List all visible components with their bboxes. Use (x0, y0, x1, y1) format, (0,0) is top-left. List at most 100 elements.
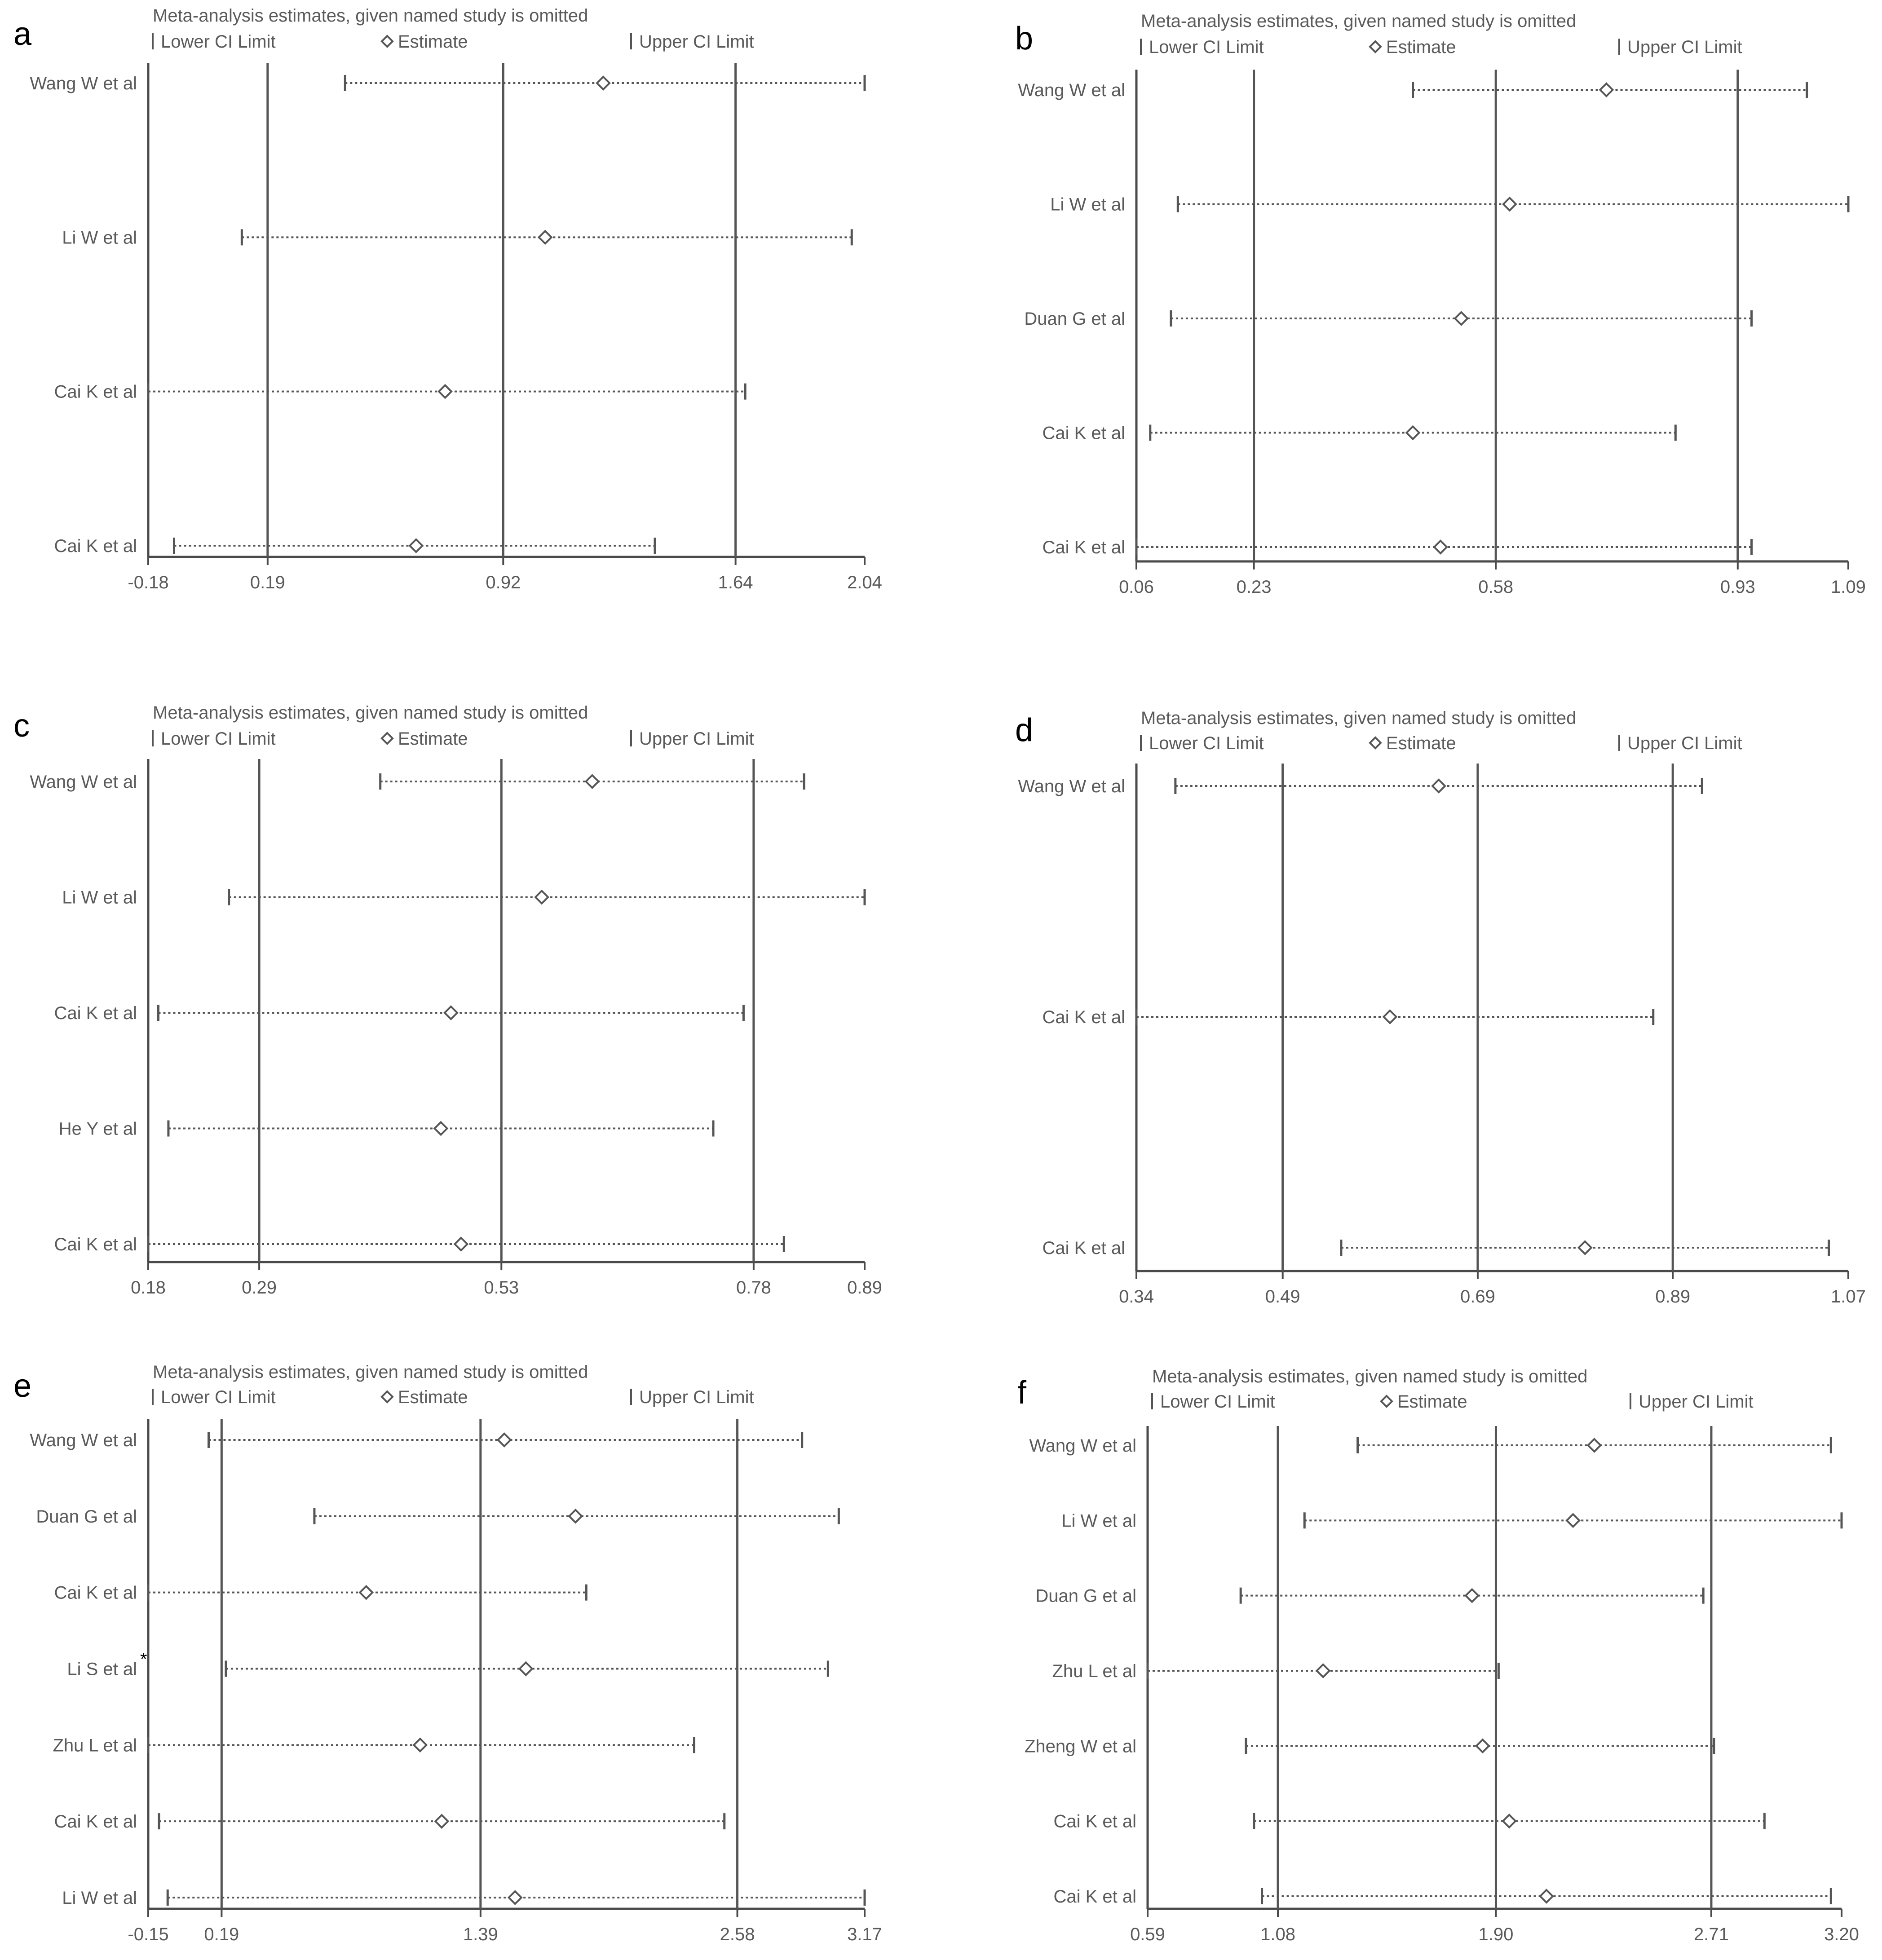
study-label: Wang W et al (1018, 777, 1125, 796)
study-label: Cai K et al (54, 1235, 137, 1254)
study-row: Duan G et al (36, 1507, 840, 1527)
panel-title: Meta-analysis estimates, given named stu… (153, 1362, 588, 1382)
study-row: Li W et al (62, 888, 866, 908)
estimate-marker (1586, 1438, 1602, 1453)
legend-estimate-label: Estimate (1386, 733, 1456, 753)
x-tick-label: 0.19 (250, 573, 285, 592)
x-tick-label: 0.29 (242, 1278, 277, 1298)
x-tick-label: 2.04 (847, 573, 882, 592)
estimate-marker (453, 1236, 469, 1252)
study-label: Li W et al (62, 1888, 137, 1908)
legend-estimate-marker (380, 35, 394, 48)
study-label: Cai K et al (54, 1583, 137, 1603)
estimate-marker (358, 1585, 374, 1600)
study-row: Cai K et al (54, 1812, 726, 1832)
study-row: Wang W et al (1029, 1436, 1832, 1456)
study-row: Cai K et al (1053, 1812, 1766, 1832)
study-row: Zhu L et al (1052, 1661, 1500, 1681)
study-label: Cai K et al (54, 382, 137, 402)
x-tick-label: 0.89 (1655, 1287, 1690, 1307)
estimate-marker (1539, 1889, 1554, 1904)
estimate-marker (408, 538, 424, 553)
panel-letter: d (1015, 712, 1033, 748)
legend-upper-ci-label: Upper CI Limit (639, 1387, 754, 1407)
study-row: Cai K et al (54, 536, 656, 556)
legend-lower-ci-label: Lower CI Limit (1149, 37, 1264, 57)
estimate-marker (1599, 82, 1614, 97)
study-row: Wang W et al (30, 1430, 804, 1450)
study-label: Cai K et al (1053, 1887, 1136, 1907)
study-row: Duan G et al (1035, 1586, 1705, 1606)
study-label: Cai K et al (1042, 1238, 1125, 1258)
study-label: Wang W et al (30, 74, 137, 93)
panel-f: f Meta-analysis estimates, given named st… (1017, 1367, 1859, 1944)
study-label: Cai K et al (1042, 1007, 1125, 1027)
panel-e: e Meta-analysis estimates, given named st… (13, 1362, 882, 1944)
x-tick-label: 2.71 (1694, 1925, 1729, 1944)
study-label: Wang W et al (30, 772, 137, 792)
study-row: Duan G et al (1024, 309, 1753, 329)
panel-c: c Meta-analysis estimates, given named st… (13, 703, 882, 1298)
study-row: He Y et al (59, 1119, 715, 1139)
x-tick-label: 3.17 (847, 1925, 882, 1944)
panel-a: a Meta-analysis estimates, given named st… (13, 6, 882, 592)
x-tick-label: 3.20 (1824, 1925, 1859, 1944)
panel-title: Meta-analysis estimates, given named stu… (153, 703, 588, 723)
x-tick-label: 2.58 (720, 1925, 755, 1944)
x-tick-label: 0.19 (204, 1925, 239, 1944)
study-row: Cai K et al (1042, 1238, 1830, 1258)
panel-letter: b (1015, 21, 1033, 57)
study-label: Cai K et al (54, 1003, 137, 1023)
estimate-marker (1315, 1663, 1331, 1678)
x-tick-label: 0.58 (1478, 577, 1513, 597)
estimate-marker (1577, 1240, 1593, 1255)
estimate-marker (1565, 1513, 1581, 1528)
estimate-marker (518, 1661, 534, 1677)
x-tick-label: 0.06 (1119, 577, 1154, 597)
x-tick-label: 0.69 (1460, 1287, 1495, 1307)
legend-estimate-marker (1369, 736, 1382, 750)
study-label: Zhu L et al (53, 1735, 137, 1755)
study-row: Cai K et al (1053, 1887, 1832, 1907)
study-row: Li S et al * (67, 1650, 829, 1679)
legend-upper-ci-label: Upper CI Limit (1639, 1392, 1754, 1412)
study-label: Wang W et al (1029, 1436, 1136, 1456)
legend-upper-ci-label: Upper CI Limit (639, 729, 754, 749)
legend-lower-ci-label: Lower CI Limit (1149, 733, 1264, 753)
study-row: Cai K et al (54, 1235, 785, 1254)
legend-lower-ci-label: Lower CI Limit (1160, 1392, 1275, 1412)
study-label: Li W et al (1050, 195, 1125, 215)
study-row: Zheng W et al (1025, 1736, 1715, 1756)
study-label: Duan G et al (1035, 1586, 1136, 1606)
x-tick-label: 0.34 (1119, 1287, 1154, 1307)
study-label: Cai K et al (54, 1812, 137, 1832)
study-row: Cai K et al (1042, 538, 1753, 557)
study-row: Li W et al (62, 1888, 866, 1908)
estimate-marker (534, 889, 549, 905)
x-tick-label: 0.18 (131, 1278, 166, 1298)
legend-upper-ci-label: Upper CI Limit (1627, 37, 1742, 57)
panel-title: Meta-analysis estimates, given named stu… (153, 6, 588, 26)
estimate-marker (507, 1890, 523, 1905)
legend-estimate-label: Estimate (398, 1387, 468, 1407)
legend-lower-ci-label: Lower CI Limit (161, 1387, 276, 1407)
x-tick-label: 0.93 (1720, 577, 1755, 597)
study-label: Cai K et al (1053, 1812, 1136, 1832)
panel-letter: e (13, 1368, 31, 1404)
panel-title: Meta-analysis estimates, given named stu… (1141, 11, 1576, 31)
panel-letter: f (1017, 1375, 1027, 1411)
x-tick-label: 1.07 (1831, 1287, 1866, 1307)
estimate-marker (596, 75, 611, 91)
legend-estimate-marker (380, 1390, 394, 1404)
legend-estimate-label: Estimate (1386, 37, 1456, 57)
legend-estimate-marker (1369, 40, 1382, 53)
estimate-marker (433, 1121, 449, 1136)
panel-b: b Meta-analysis estimates, given named st… (1015, 11, 1866, 597)
x-tick-label: 1.90 (1479, 1925, 1514, 1944)
x-tick-label: 1.09 (1831, 577, 1866, 597)
study-row: Li W et al (62, 228, 853, 247)
study-label: Zheng W et al (1025, 1736, 1136, 1756)
estimate-marker (1502, 196, 1517, 212)
study-label: Li W et al (62, 228, 137, 247)
panel-title: Meta-analysis estimates, given named stu… (1141, 708, 1576, 728)
